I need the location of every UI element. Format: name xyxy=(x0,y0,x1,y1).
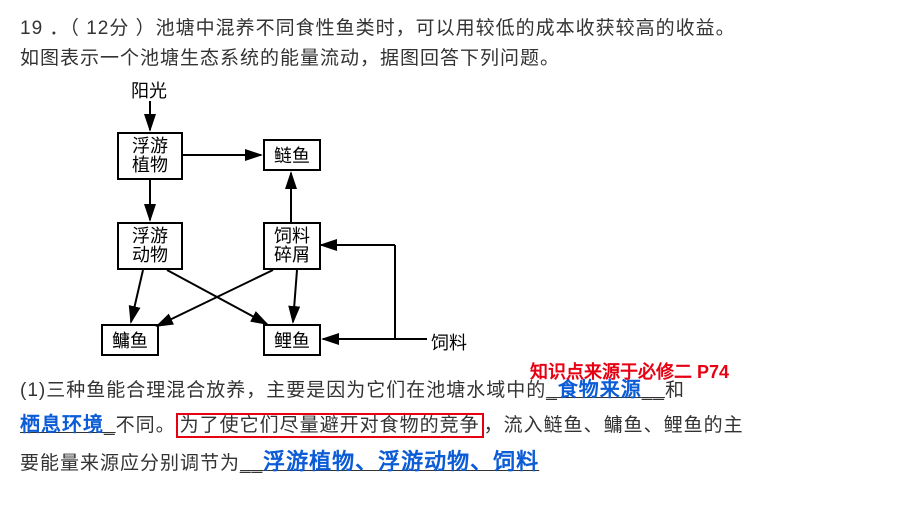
node-text: 植物 xyxy=(132,156,168,175)
node-text: 浮游 xyxy=(132,137,168,156)
node-feed-scraps: 饲料 碎屑 xyxy=(263,222,321,270)
answer-text: (1)三种鱼能合理混合放养，主要是因为它们在池塘水域中的 xyxy=(20,380,546,401)
answer-text: 要能量来源应分别调节为 xyxy=(20,453,240,474)
answer-block: (1)三种鱼能合理混合放养，主要是因为它们在池塘水域中的_食物来源__和 栖息环… xyxy=(20,373,900,482)
node-phytoplankton: 浮游 植物 xyxy=(117,132,183,180)
question-line2: 如图表示一个池塘生态系统的能量流动，据图回答下列问题。 xyxy=(20,44,900,74)
answer-text: 不同。 xyxy=(116,415,176,436)
node-carp: 鲤鱼 xyxy=(263,324,321,356)
energy-flow-diagram: 阳光 饲料 浮游 植物 浮游 动物 鲢鱼 饲料 碎屑 鳙鱼 鲤鱼 xyxy=(95,77,595,367)
node-text: 鳙鱼 xyxy=(112,327,148,353)
node-text: 碎屑 xyxy=(274,246,310,265)
node-zooplankton: 浮游 动物 xyxy=(117,222,183,270)
blank-3: 浮游植物、浮游动物、饲料 xyxy=(263,449,539,474)
node-text: 浮游 xyxy=(132,227,168,246)
source-note: 知识点来源于必修二 P74 xyxy=(530,358,729,384)
question-line1: 19 ．（ 12分 ）池塘中混养不同食性鱼类时，可以用较低的成本收获较高的收益。 xyxy=(20,14,900,44)
highlighted-phrase: 为了使它们尽量避开对食物的竞争 xyxy=(176,413,484,438)
node-text: 动物 xyxy=(132,246,168,265)
node-silver-carp: 鲢鱼 xyxy=(263,139,321,171)
node-text: 鲢鱼 xyxy=(274,142,310,168)
node-text: 鲤鱼 xyxy=(274,327,310,353)
node-text: 饲料 xyxy=(274,227,310,246)
node-bream: 鳙鱼 xyxy=(101,324,159,356)
sun-label: 阳光 xyxy=(131,77,167,103)
answer-text: ，流入鲢鱼、鳙鱼、鲤鱼的主 xyxy=(484,415,744,436)
feed-label: 饲料 xyxy=(431,329,467,355)
blank-2: 栖息环境 xyxy=(20,414,104,436)
